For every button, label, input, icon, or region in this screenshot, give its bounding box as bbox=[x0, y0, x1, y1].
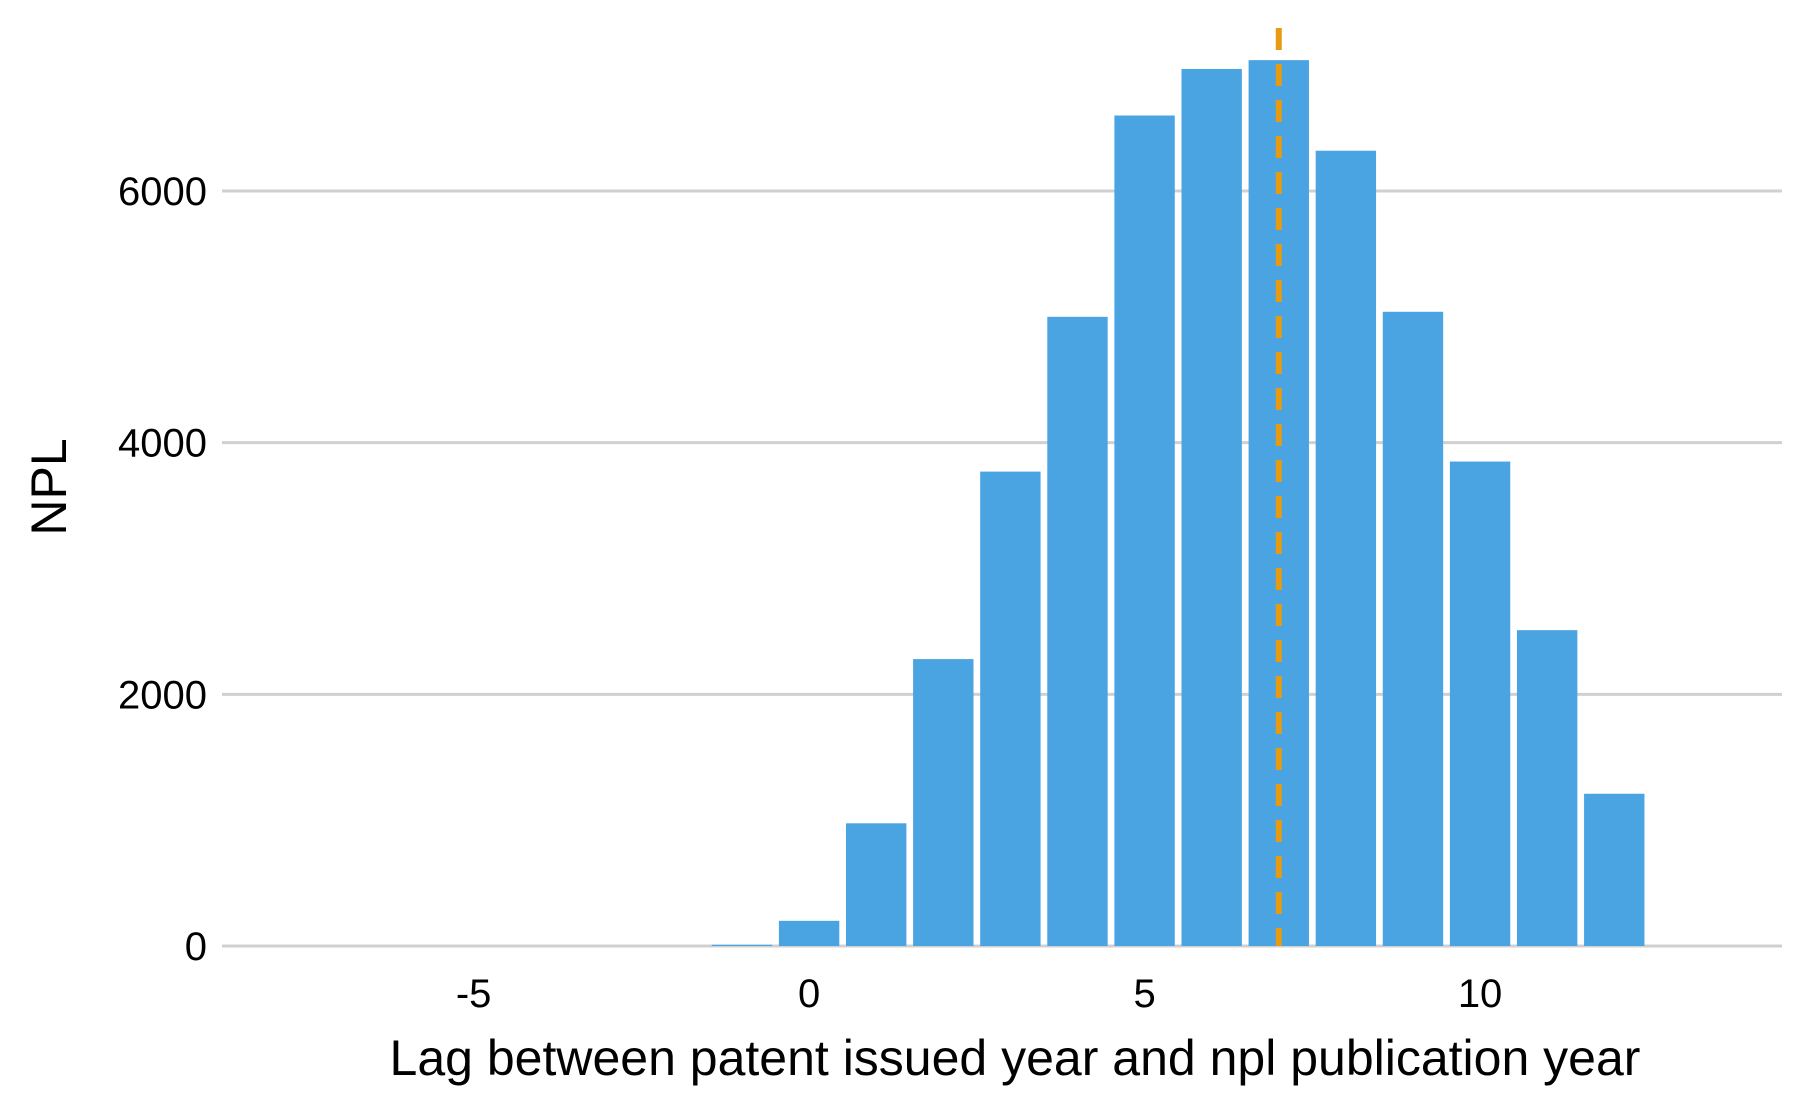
bar bbox=[712, 945, 772, 946]
x-tick-labels: -5 0 5 10 bbox=[456, 972, 1502, 1016]
bar bbox=[1114, 116, 1174, 947]
bar bbox=[913, 659, 973, 946]
y-tick-labels: 0 2000 4000 6000 bbox=[118, 170, 207, 969]
bar bbox=[1584, 794, 1644, 946]
y-tick-label: 6000 bbox=[118, 170, 207, 214]
y-tick-label: 0 bbox=[185, 925, 207, 969]
bar bbox=[980, 472, 1040, 946]
x-tick-label: 0 bbox=[798, 972, 820, 1016]
bar bbox=[1181, 69, 1241, 946]
bar bbox=[1047, 317, 1107, 946]
bar bbox=[1383, 312, 1443, 946]
y-tick-label: 2000 bbox=[118, 673, 207, 717]
bar bbox=[1517, 630, 1577, 946]
y-tick-label: 4000 bbox=[118, 422, 207, 466]
x-tick-label: -5 bbox=[456, 972, 492, 1016]
bar bbox=[1316, 151, 1376, 946]
x-tick-label: 10 bbox=[1458, 972, 1503, 1016]
bar bbox=[1450, 462, 1510, 946]
bar bbox=[846, 823, 906, 946]
x-axis-title: Lag between patent issued year and npl p… bbox=[390, 1030, 1641, 1086]
bar bbox=[779, 921, 839, 946]
x-tick-label: 5 bbox=[1133, 972, 1155, 1016]
bars bbox=[712, 60, 1645, 946]
y-axis-title: NPL bbox=[21, 438, 77, 535]
